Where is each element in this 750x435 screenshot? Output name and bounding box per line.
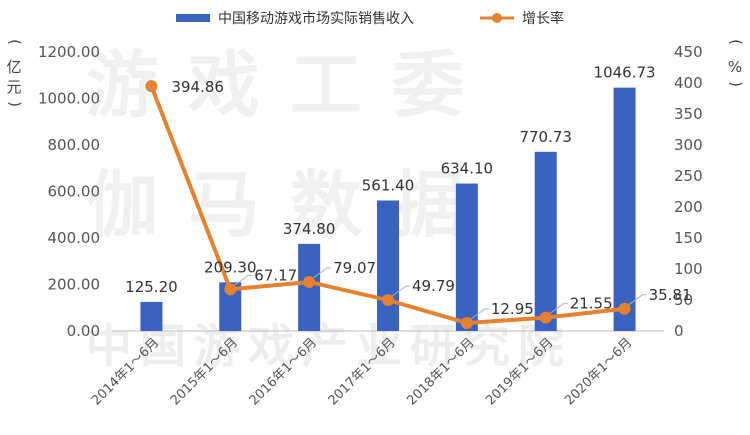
unit-char: % — [728, 58, 742, 76]
left-axis-tick-label: 600.00 — [48, 183, 101, 201]
right-axis-tick-label: 50 — [674, 291, 693, 309]
line-point — [618, 302, 631, 315]
line-data-label: 67.17 — [254, 266, 297, 284]
right-axis-tick-label: 150 — [674, 229, 703, 247]
legend-bar-swatch — [176, 14, 210, 22]
unit-char: 亿 — [6, 58, 21, 76]
legend-bar-label: 中国移动游戏市场实际销售收入 — [218, 10, 414, 27]
legend-line-label: 增长率 — [522, 10, 564, 27]
left-axis-tick-label: 400.00 — [48, 229, 101, 247]
x-axis-tick-label: 2020年1～6月 — [562, 335, 635, 408]
unit-bracket-open: ( — [727, 39, 745, 45]
left-axis-unit: ( 亿元) — [6, 39, 24, 107]
unit-bracket-close: ) — [6, 101, 24, 107]
right-axis-tick-label: 200 — [674, 198, 703, 216]
right-axis: 0 50 100 150 200 250 300 350 400 450 — [674, 43, 703, 340]
line-point — [382, 294, 394, 307]
bar — [455, 183, 478, 331]
left-axis-tick-label: 1200.00 — [38, 43, 100, 61]
watermark: 游戏工委 伽马数据 中国游戏产业研究院 — [86, 43, 572, 373]
right-axis-tick-label: 250 — [674, 167, 703, 185]
line-data-label: 35.81 — [649, 286, 692, 304]
bar — [534, 151, 557, 331]
bar-data-label: 561.40 — [362, 176, 415, 194]
bar-data-label: 374.80 — [283, 220, 336, 238]
legend-line-marker — [492, 13, 502, 23]
bar — [377, 200, 399, 331]
bar-series — [140, 87, 636, 331]
line-data-label: 394.86 — [171, 78, 224, 96]
legend: 中国移动游戏市场实际销售收入 增长率 — [176, 10, 564, 27]
bar — [219, 282, 242, 331]
line-label-leader — [628, 294, 647, 306]
line-point — [224, 283, 237, 296]
line-label-leader — [233, 274, 253, 286]
line-data-label: 12.95 — [491, 300, 534, 318]
left-axis-tick-label: 200.00 — [48, 276, 101, 294]
unit-char: 元 — [6, 78, 21, 96]
bar-data-label: 634.10 — [441, 160, 494, 178]
bar — [140, 301, 163, 331]
left-axis-tick-label: 800.00 — [48, 136, 101, 154]
line-point — [303, 275, 316, 288]
line-data-label: 49.79 — [412, 277, 455, 295]
line-data-labels: 394.86 67.17 79.07 49.79 12.95 21.55 35.81 — [171, 78, 692, 320]
bar-data-label: 1046.73 — [594, 64, 656, 82]
line-data-label: 21.55 — [570, 295, 613, 313]
bar-data-label: 209.30 — [204, 258, 257, 276]
left-axis: 0.00 200.00 400.00 600.00 800.00 1000.00 1200.… — [38, 43, 100, 340]
right-axis-tick-label: 300 — [674, 136, 703, 154]
line-point — [539, 311, 552, 324]
line-point — [145, 80, 158, 93]
right-axis-tick-label: 350 — [674, 105, 703, 123]
watermark-line-3: 中国游戏产业研究院 — [86, 319, 572, 373]
line-label-leader — [470, 308, 489, 320]
left-axis-tick-label: 1000.00 — [38, 90, 100, 108]
unit-bracket-open: ( — [6, 39, 24, 45]
line-data-label: 79.07 — [333, 259, 376, 277]
right-axis-tick-label: 400 — [674, 74, 703, 92]
bar-data-label: 770.73 — [519, 128, 572, 146]
line-label-leader — [549, 303, 568, 315]
right-axis-tick-label: 450 — [674, 43, 703, 61]
left-axis-tick-label: 0.00 — [67, 322, 100, 340]
right-axis-tick-label: 100 — [674, 260, 703, 278]
line-point — [460, 316, 473, 329]
line-label-leader — [391, 285, 410, 297]
line-label-leader — [312, 267, 332, 279]
bar — [613, 87, 636, 331]
right-axis-tick-label: 0 — [674, 322, 684, 340]
unit-bracket-close: ) — [727, 81, 745, 87]
right-axis-unit: (%) — [727, 39, 745, 87]
line-series — [145, 80, 631, 329]
bar-data-labels: 125.20 209.30 374.80 561.40 634.10 770.73 1046… — [125, 64, 655, 296]
watermark-line-2: 伽马数据 — [86, 163, 494, 247]
bar-data-label: 125.20 — [125, 278, 178, 296]
